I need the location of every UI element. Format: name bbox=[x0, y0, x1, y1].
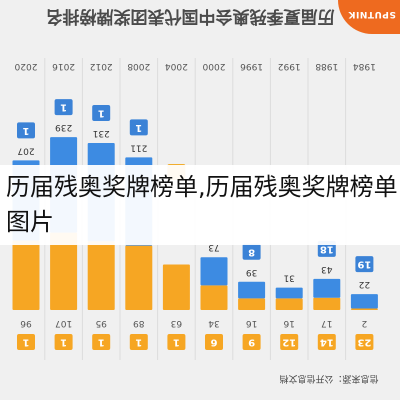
gold-medal-value: 2 bbox=[362, 318, 368, 328]
rank-badge-top bbox=[54, 99, 73, 116]
total-medal-value: 73 bbox=[208, 242, 219, 252]
total-medal-value: 39 bbox=[246, 267, 258, 277]
year-label: 2012 bbox=[90, 61, 113, 71]
other-medal-bar bbox=[238, 281, 266, 299]
rank-badge-top-label: 1 bbox=[22, 125, 29, 136]
rank-badge-top bbox=[355, 256, 374, 273]
rank-badge-bottom bbox=[54, 334, 73, 350]
total-medal-value: 207 bbox=[17, 145, 34, 155]
year-label: 2004 bbox=[165, 61, 188, 71]
rank-badge-top-label: 18 bbox=[320, 243, 334, 254]
rank-badge-bottom-label: 12 bbox=[282, 337, 296, 348]
rank-badge-bottom-label: 1 bbox=[135, 337, 142, 348]
rank-badge-bottom bbox=[92, 334, 111, 350]
other-medal-bar bbox=[313, 278, 341, 298]
year-label: 1988 bbox=[315, 61, 338, 71]
gold-medal-bar bbox=[12, 240, 40, 310]
rank-badge-bottom bbox=[205, 334, 223, 350]
year-label: 2008 bbox=[127, 61, 150, 71]
gold-medal-value: 96 bbox=[20, 318, 32, 328]
year-label: 1984 bbox=[353, 61, 376, 71]
rank-badge-top bbox=[17, 122, 35, 139]
rank-badge-top bbox=[129, 119, 148, 136]
year-label: 2000 bbox=[202, 61, 225, 71]
gold-medal-bar bbox=[50, 232, 78, 310]
rank-badge-top bbox=[242, 243, 261, 260]
gold-medal-bar bbox=[275, 298, 303, 310]
rank-badge-bottom bbox=[280, 334, 299, 350]
rank-badge-bottom-label: 14 bbox=[320, 337, 334, 348]
total-medal-value: 211 bbox=[130, 142, 147, 152]
rank-badge-top-label: 1 bbox=[98, 107, 105, 118]
year-label: 2016 bbox=[52, 61, 75, 71]
logo-text: SPUTNIK bbox=[348, 9, 396, 19]
rank-badge-top-label: 19 bbox=[357, 259, 371, 270]
gold-medal-bar bbox=[350, 308, 378, 310]
rank-badge-bottom-label: 1 bbox=[173, 337, 180, 348]
caption-overlay bbox=[0, 165, 400, 245]
rank-badge-bottom bbox=[317, 334, 336, 350]
gold-medal-bar bbox=[238, 298, 266, 310]
year-label: 1996 bbox=[240, 61, 263, 71]
other-medal-bar bbox=[275, 287, 303, 299]
total-medal-value: 239 bbox=[55, 122, 72, 132]
rank-badge-bottom bbox=[17, 334, 35, 350]
rank-badge-bottom-label: 9 bbox=[248, 337, 255, 348]
source-note: 信息来源：公开信息文档 bbox=[279, 373, 379, 383]
year-label: 2020 bbox=[14, 61, 37, 71]
gold-medal-bar bbox=[87, 241, 115, 310]
rank-badge-bottom-label: 1 bbox=[60, 337, 67, 348]
gold-medal-bar bbox=[200, 285, 228, 310]
gold-medal-value: 34 bbox=[208, 318, 220, 328]
other-medal-bar bbox=[200, 257, 228, 286]
year-label: 1992 bbox=[278, 61, 301, 71]
rank-badge-bottom bbox=[242, 334, 261, 350]
rank-badge-bottom-label: 1 bbox=[22, 337, 29, 348]
caption-text: 历届残奥奖牌榜单,历届残奥奖牌榜单图片 bbox=[6, 173, 398, 236]
rank-badge-bottom-label: 6 bbox=[210, 337, 217, 348]
rank-badge-bottom-label: 23 bbox=[357, 337, 371, 348]
chart-title: 历届夏季残奥会中国代表团奖牌榜排名 bbox=[45, 6, 335, 26]
rank-badge-top-label: 1 bbox=[135, 122, 142, 133]
rank-badge-bottom bbox=[167, 334, 186, 350]
total-medal-value: 31 bbox=[283, 273, 294, 283]
rank-badge-bottom bbox=[355, 334, 374, 350]
rank-badge-top-label: 8 bbox=[248, 246, 255, 257]
total-medal-value: 231 bbox=[93, 128, 110, 138]
gold-medal-value: 17 bbox=[321, 318, 332, 328]
rank-badge-top bbox=[92, 104, 111, 121]
gold-medal-value: 16 bbox=[246, 318, 258, 328]
gold-medal-value: 95 bbox=[95, 318, 106, 328]
gold-medal-bar bbox=[313, 297, 341, 310]
gold-medal-bar bbox=[162, 264, 190, 310]
total-medal-value: 43 bbox=[321, 264, 332, 274]
rank-badge-bottom-label: 1 bbox=[98, 337, 105, 348]
gold-medal-bar bbox=[125, 245, 153, 310]
rank-badge-bottom bbox=[129, 334, 148, 350]
gold-medal-value: 89 bbox=[133, 318, 145, 328]
gold-medal-value: 63 bbox=[171, 318, 182, 328]
rank-badge-top-label: 1 bbox=[60, 102, 67, 113]
other-medal-bar bbox=[350, 294, 378, 309]
gold-medal-value: 107 bbox=[55, 318, 72, 328]
total-medal-value: 22 bbox=[359, 279, 370, 289]
gold-medal-value: 16 bbox=[283, 318, 295, 328]
